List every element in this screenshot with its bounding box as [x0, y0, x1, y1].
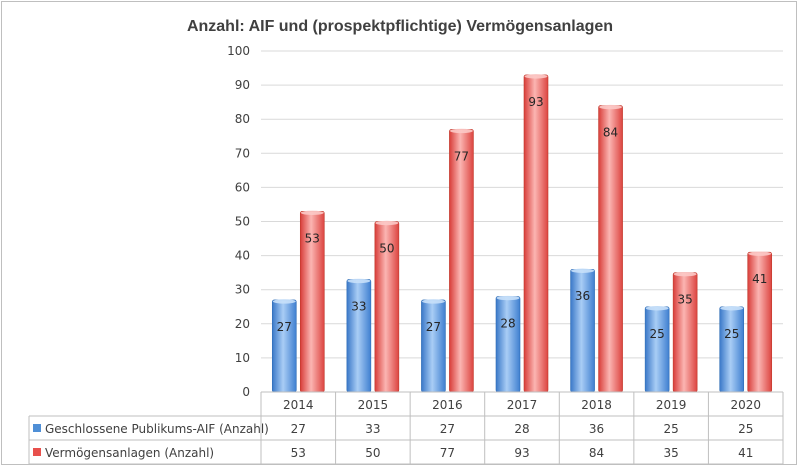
y-tick-label: 40 — [235, 249, 250, 263]
data-label: 25 — [724, 327, 739, 341]
bar-aif-2015 — [346, 279, 372, 393]
table-cell: 53 — [291, 446, 306, 460]
data-label: 53 — [305, 231, 320, 245]
data-label: 36 — [575, 289, 590, 303]
table-cell: 28 — [514, 422, 529, 436]
y-tick-label: 50 — [235, 215, 250, 229]
bar-vermoegensanlagen-2016 — [449, 129, 474, 393]
table-cell: 25 — [738, 422, 753, 436]
data-label: 27 — [426, 320, 441, 334]
y-tick-label: 60 — [235, 180, 250, 194]
data-label: 35 — [678, 293, 693, 307]
bar-top-cap — [421, 299, 445, 304]
chart-title: Anzahl: AIF und (prospektpflichtige) Ver… — [187, 18, 613, 35]
table-cell: 27 — [440, 422, 455, 436]
bar-aif-2017 — [495, 296, 521, 393]
table-cell: 25 — [664, 422, 679, 436]
table-cell: 50 — [365, 446, 380, 460]
bar-top-cap — [449, 128, 473, 134]
x-tick-label: 2016 — [432, 398, 463, 412]
y-tick-label: 20 — [235, 317, 250, 331]
bar-top-cap — [272, 299, 296, 304]
table-cell: 27 — [291, 422, 306, 436]
y-tick-label: 90 — [235, 78, 250, 92]
bar-top-cap — [571, 268, 595, 273]
bar-vermoegensanlagen-2017 — [523, 74, 549, 393]
bar-top-cap — [524, 74, 548, 79]
data-label: 28 — [500, 317, 515, 331]
legend-key — [33, 424, 41, 432]
bar-top-cap — [645, 306, 669, 311]
legend-label: Vermögensanlagen (Anzahl) — [45, 446, 214, 460]
table-cell: 33 — [365, 422, 380, 436]
bar-aif-2018 — [570, 268, 595, 393]
y-tick-label: 100 — [227, 44, 250, 58]
bar-aif-2019 — [644, 306, 670, 393]
table-cell: 84 — [589, 446, 604, 460]
data-labels: 27 53 33 50 27 77 28 93 36 84 25 35 25 41 — [277, 95, 768, 341]
bar-top-cap — [300, 210, 324, 215]
legend-key — [33, 448, 41, 456]
bars — [271, 74, 773, 393]
bar-aif-2020 — [719, 306, 745, 393]
x-tick-label: 2017 — [507, 398, 538, 412]
bar-top-cap — [375, 220, 399, 226]
x-tick-label: 2019 — [656, 398, 687, 412]
data-label: 27 — [277, 320, 292, 334]
bar-top-cap — [720, 306, 744, 311]
y-axis: 0 10 20 30 40 50 60 70 80 90 100 — [227, 44, 250, 399]
table-cell: 77 — [440, 446, 455, 460]
data-label: 33 — [351, 299, 366, 313]
bar-top-cap — [347, 278, 371, 284]
data-label: 50 — [379, 242, 394, 256]
data-label: 77 — [454, 149, 469, 163]
bar-aif-2016 — [421, 299, 446, 393]
y-tick-label: 0 — [242, 385, 250, 399]
bar-top-cap — [496, 295, 520, 301]
table-cell: 36 — [589, 422, 604, 436]
x-tick-label: 2018 — [581, 398, 612, 412]
y-tick-label: 10 — [235, 351, 250, 365]
bar-top-cap — [673, 271, 697, 277]
legend-label: Geschlossene Publikums-AIF (Anzahl) — [45, 422, 269, 436]
data-table: 2014 2015 2016 2017 2018 2019 2020 Geschlossene… — [28, 391, 784, 465]
bar-vermoegensanlagen-2018 — [598, 105, 623, 393]
data-label: 93 — [528, 95, 543, 109]
data-label: 25 — [650, 327, 665, 341]
x-tick-label: 2015 — [358, 398, 389, 412]
y-tick-label: 70 — [235, 146, 250, 160]
bar-top-cap — [599, 104, 623, 110]
bar-vermoegensanlagen-2019 — [672, 272, 698, 393]
table-cell: 41 — [738, 446, 753, 460]
data-label: 84 — [603, 126, 618, 140]
data-label: 41 — [752, 272, 767, 286]
bar-aif-2014 — [271, 299, 297, 393]
x-tick-label: 2020 — [730, 398, 761, 412]
gridlines — [261, 50, 783, 393]
bar-top-cap — [748, 251, 772, 256]
y-tick-label: 30 — [235, 283, 250, 297]
x-tick-label: 2014 — [283, 398, 314, 412]
table-cell: 35 — [664, 446, 679, 460]
y-tick-label: 80 — [235, 112, 250, 126]
table-cell: 93 — [514, 446, 529, 460]
